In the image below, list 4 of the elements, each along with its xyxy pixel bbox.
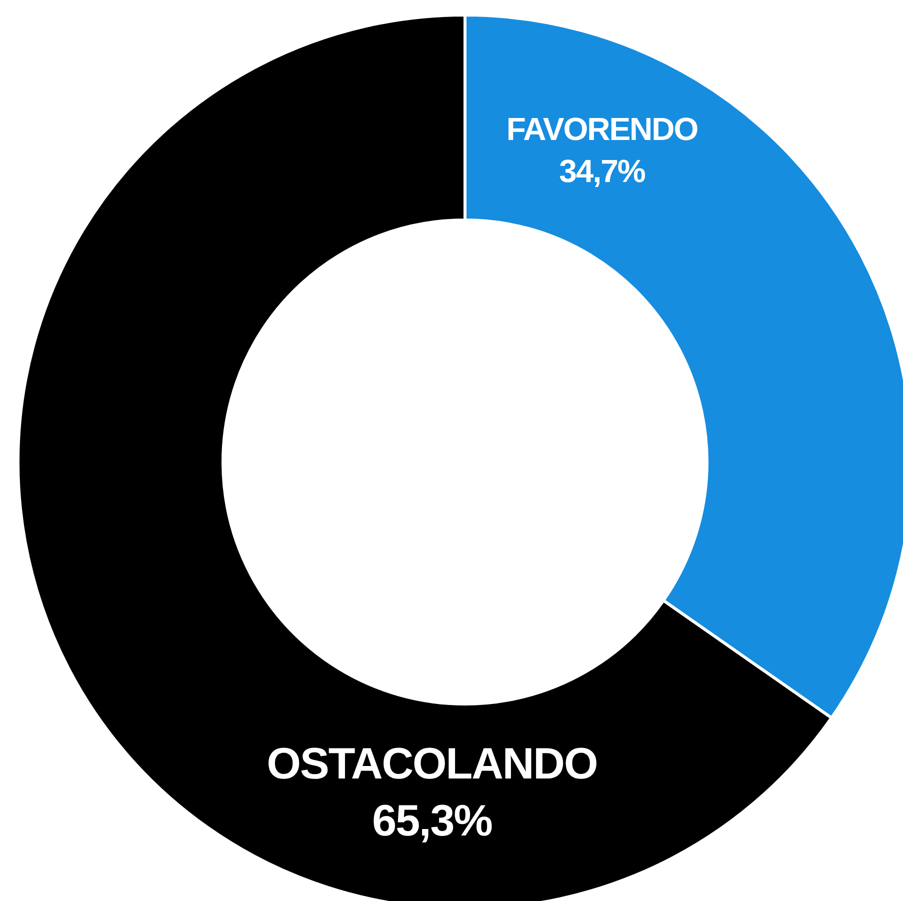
data-label: 65,3%	[372, 796, 492, 846]
data-label: 34,7%	[559, 152, 646, 189]
slice-label: FAVORENDO	[506, 111, 698, 148]
slice-label: OSTACOLANDO	[266, 739, 598, 788]
